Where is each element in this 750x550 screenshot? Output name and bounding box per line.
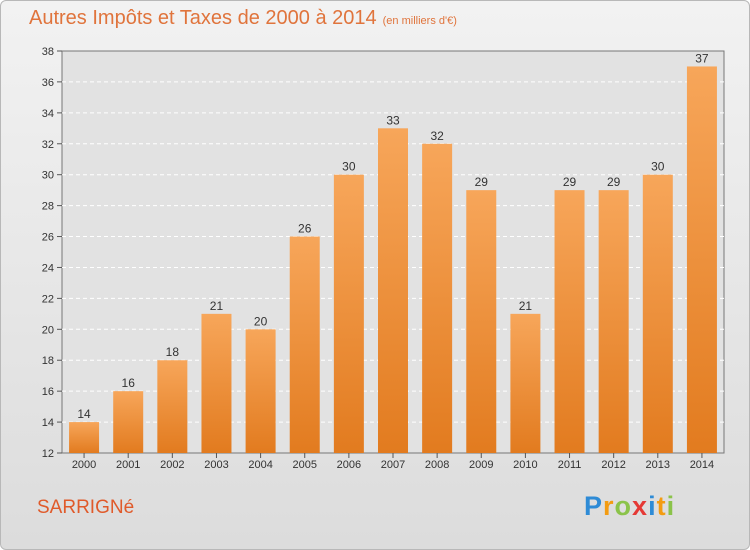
bar: [642, 174, 673, 453]
chart-title-text: Autres Impôts et Taxes de 2000 à 2014: [29, 7, 377, 29]
bar: [598, 190, 629, 453]
bar: [422, 143, 453, 453]
bar-value-label: 26: [298, 222, 312, 236]
y-tick-label: 38: [42, 46, 54, 58]
bar-value-label: 21: [519, 299, 533, 313]
bar-value-label: 29: [607, 175, 621, 189]
bar-value-label: 30: [342, 160, 356, 174]
x-tick-label: 2005: [292, 459, 316, 471]
x-tick-label: 2002: [160, 459, 184, 471]
bar-value-label: 18: [166, 345, 180, 359]
x-tick-label: 2012: [601, 459, 625, 471]
bar-value-label: 14: [77, 407, 91, 421]
bar-value-label: 16: [122, 376, 136, 390]
bar: [201, 313, 232, 453]
x-tick-label: 2001: [116, 459, 140, 471]
x-tick-label: 2010: [513, 459, 537, 471]
bar-value-label: 30: [651, 160, 665, 174]
bar: [69, 422, 100, 453]
y-tick-label: 20: [42, 324, 54, 336]
bar: [157, 360, 188, 453]
chart-title: Autres Impôts et Taxes de 2000 à 2014 (en…: [29, 7, 457, 30]
x-tick-label: 2003: [204, 459, 228, 471]
y-tick-label: 36: [42, 77, 54, 89]
bar: [466, 190, 497, 453]
x-tick-label: 2008: [425, 459, 449, 471]
y-tick-label: 26: [42, 232, 54, 244]
y-tick-label: 28: [42, 201, 54, 213]
x-tick-label: 2013: [646, 459, 670, 471]
bars: 14 16 18 21 20 26 30 33 32 29 21 29 29 30 37: [69, 51, 717, 454]
bar: [378, 128, 408, 454]
logo-letter: i: [666, 491, 676, 521]
y-axis: 12 14 16 18 20 22 24 26 28 30 32 34 36 38: [42, 46, 62, 460]
bar: [554, 190, 585, 453]
logo-letter: x: [632, 491, 649, 521]
logo-letter: P: [584, 491, 604, 521]
x-tick-label: 2014: [690, 459, 714, 471]
x-tick-label: 2007: [381, 459, 405, 471]
bar-value-label: 21: [210, 299, 224, 313]
logo-letter: t: [656, 491, 667, 521]
y-tick-label: 12: [42, 448, 54, 460]
logo-letter: i: [648, 491, 657, 521]
bar-value-label: 33: [386, 113, 400, 127]
y-tick-label: 22: [42, 293, 54, 305]
x-axis: 2000 2001 2002 2003 2004 2005 2006 2007 2008 2009…: [72, 453, 714, 471]
bar-value-label: 29: [563, 175, 577, 189]
logo-letter: o: [614, 491, 633, 521]
bar: [113, 391, 144, 453]
proxiti-logo: Proxiti: [584, 491, 675, 522]
y-tick-label: 14: [42, 417, 54, 429]
y-tick-label: 18: [42, 355, 54, 367]
logo-letter: r: [603, 491, 615, 521]
y-tick-label: 34: [42, 108, 54, 120]
bar: [245, 329, 276, 453]
bar-value-label: 32: [430, 129, 444, 143]
bar: [289, 236, 320, 453]
x-tick-label: 2011: [558, 459, 582, 471]
y-tick-label: 24: [42, 262, 54, 274]
bar: [686, 66, 717, 453]
y-tick-label: 32: [42, 139, 54, 151]
chart-subtitle: (en milliers d'€): [382, 15, 457, 27]
x-tick-label: 2006: [337, 459, 361, 471]
bar-value-label: 29: [475, 175, 489, 189]
y-tick-label: 30: [42, 170, 54, 182]
y-tick-label: 16: [42, 386, 54, 398]
bar-value-label: 20: [254, 314, 268, 328]
bar: [510, 313, 541, 453]
x-tick-label: 2009: [469, 459, 493, 471]
bar-value-label: 37: [695, 51, 709, 65]
bar: [333, 174, 364, 453]
commune-name: SARRIGNé: [37, 497, 135, 518]
x-tick-label: 2004: [248, 459, 272, 471]
x-tick-label: 2000: [72, 459, 96, 471]
